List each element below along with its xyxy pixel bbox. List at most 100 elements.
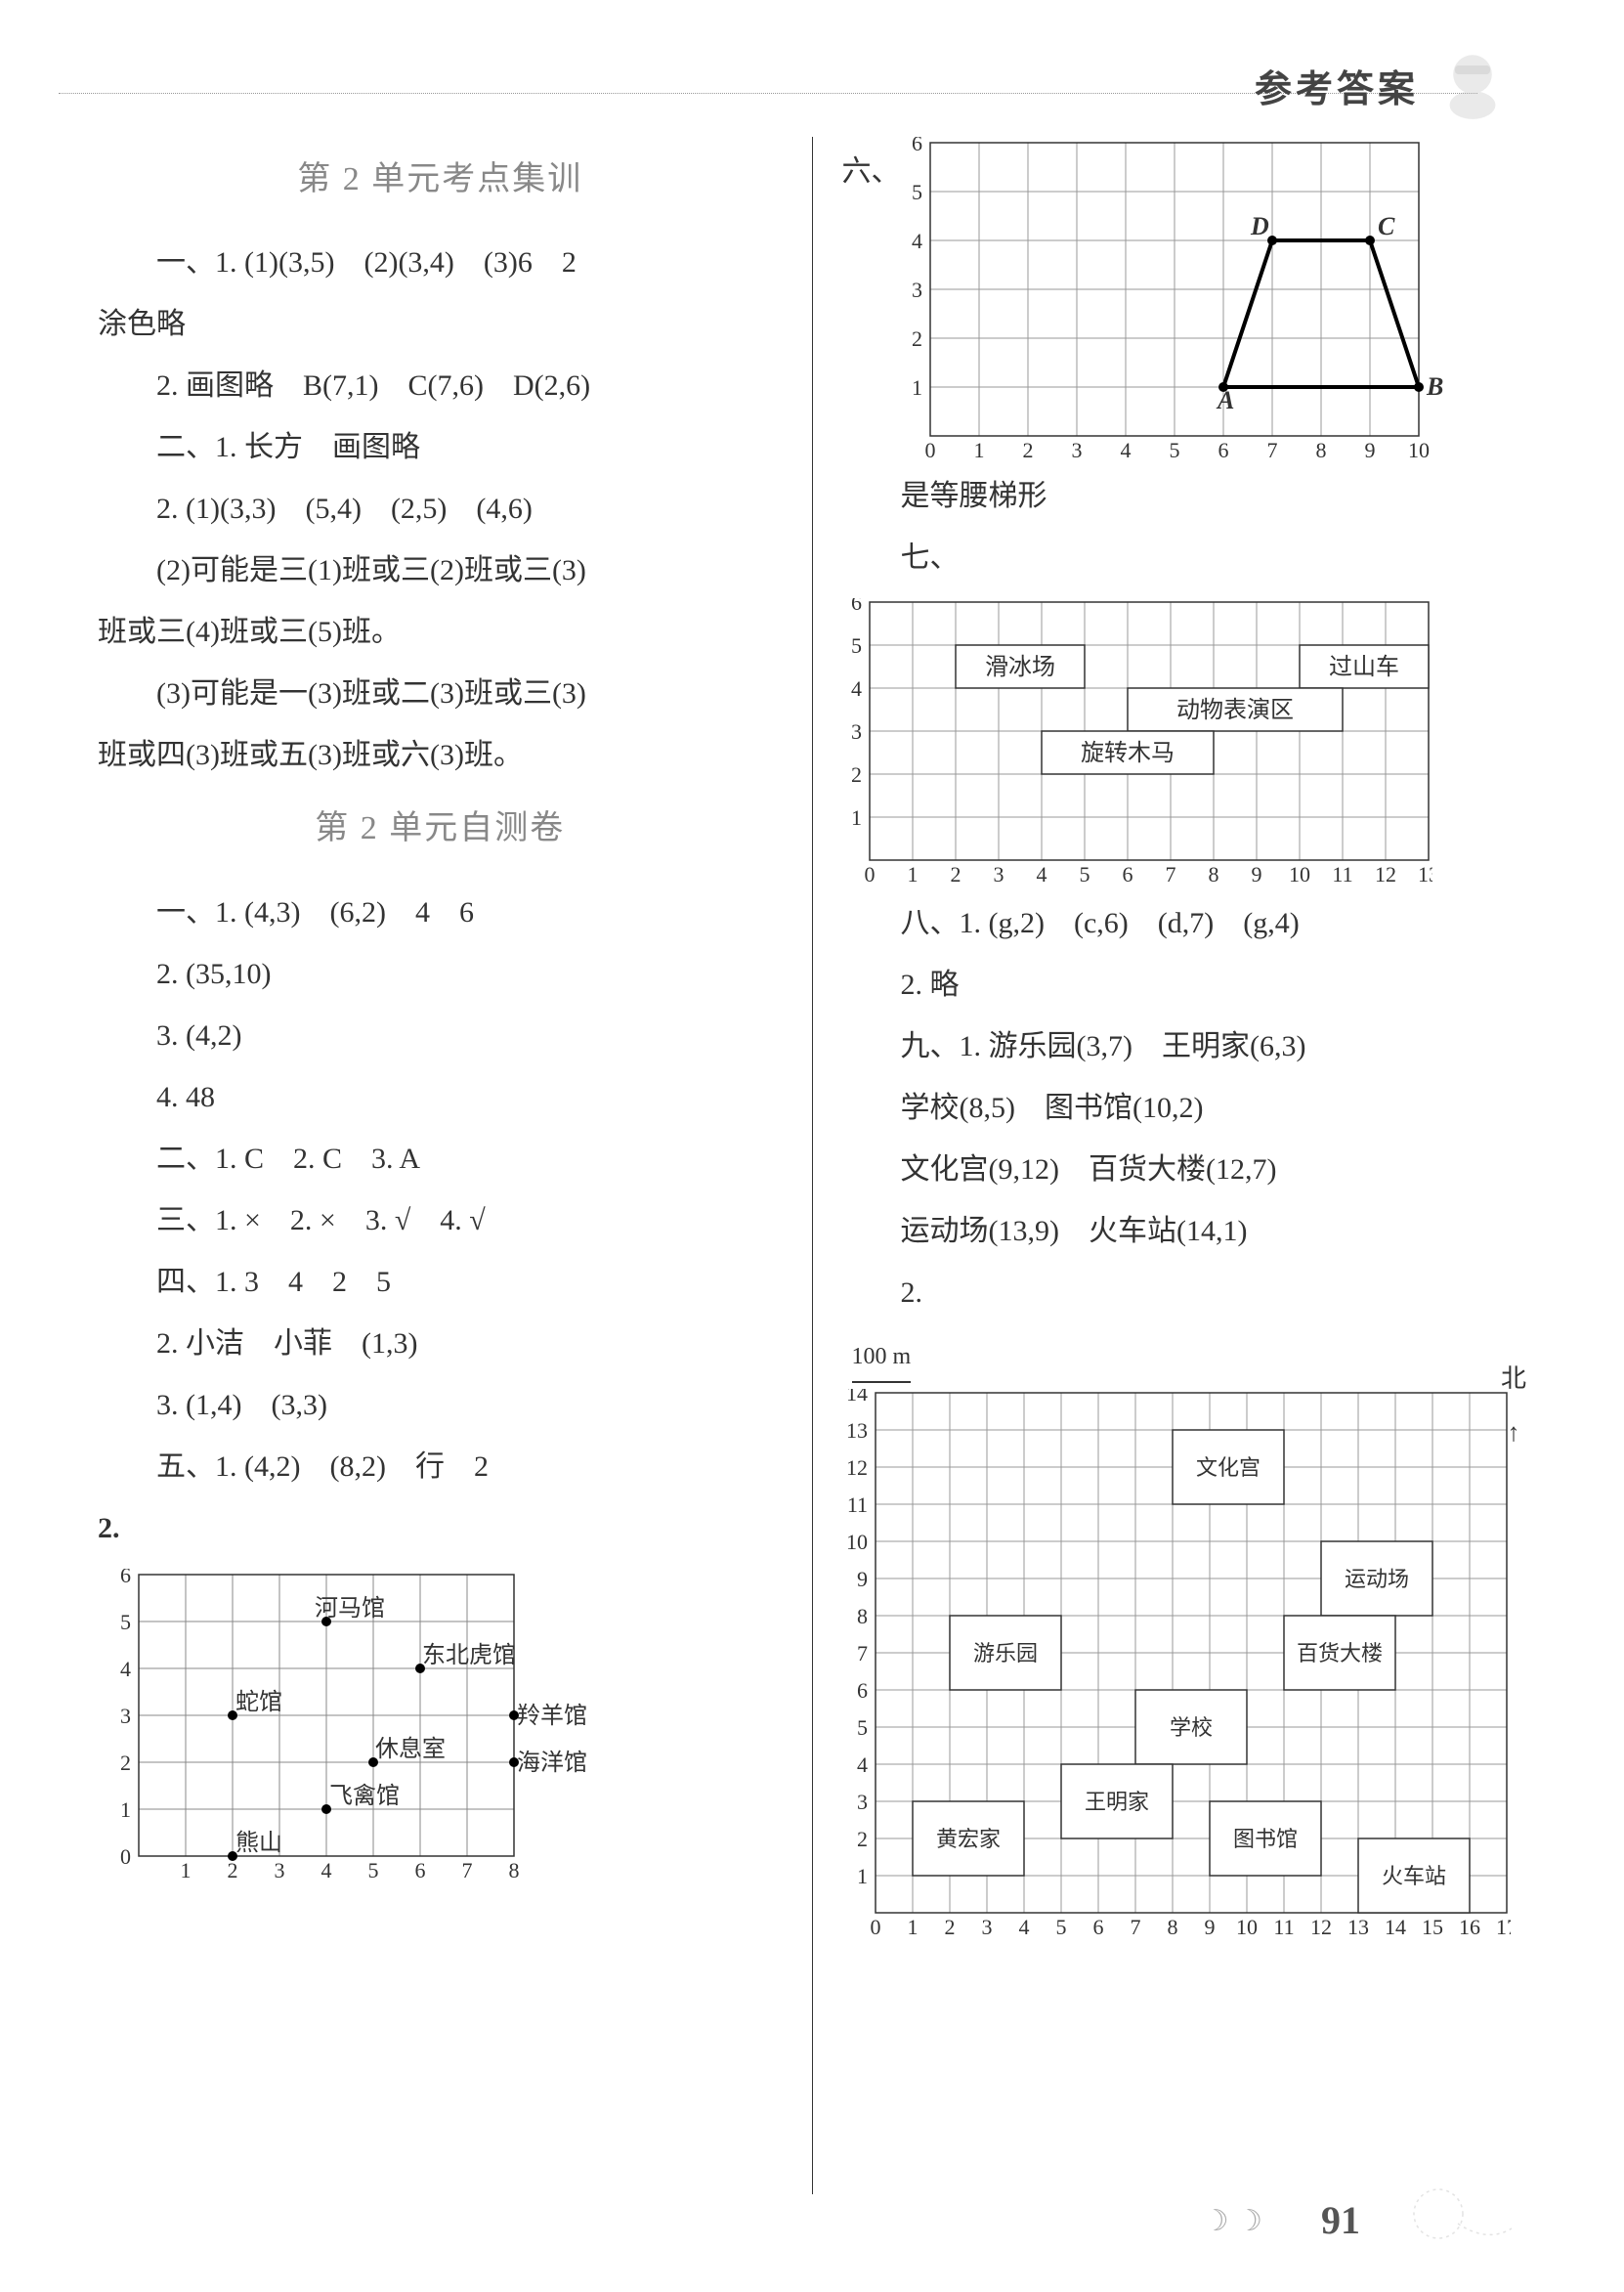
svg-text:2: 2 xyxy=(851,762,862,787)
answer-line: (3)可能是一(3)班或二(3)班或三(3) xyxy=(98,663,783,724)
answer-line: 一、1. (4,3) (6,2) 4 6 xyxy=(98,882,783,943)
answer-line: 3. (1,4) (3,3) xyxy=(98,1374,783,1436)
answer-line: 四、1. 3 4 2 5 xyxy=(98,1251,783,1313)
svg-text:河马馆: 河马馆 xyxy=(315,1595,385,1622)
svg-text:海洋馆: 海洋馆 xyxy=(517,1750,587,1776)
svg-text:7: 7 xyxy=(1165,862,1175,887)
svg-text:10: 10 xyxy=(1408,438,1430,462)
answer-label: 六、 xyxy=(842,137,901,202)
svg-text:7: 7 xyxy=(1130,1915,1140,1939)
svg-text:8: 8 xyxy=(1167,1915,1177,1939)
trapezoid-grid-chart: 012345678910123456ABCD xyxy=(901,137,1448,465)
svg-text:17: 17 xyxy=(1496,1915,1511,1939)
svg-text:3: 3 xyxy=(993,862,1004,887)
moon-icon: ☽ ☽ xyxy=(1203,2204,1262,2238)
svg-text:游乐园: 游乐园 xyxy=(972,1641,1037,1665)
svg-text:14: 14 xyxy=(1385,1915,1406,1939)
answer-line: 2. 画图略 B(7,1) C(7,6) D(2,6) xyxy=(98,355,783,416)
svg-text:2: 2 xyxy=(857,1827,868,1851)
answer-line: 三、1. × 2. × 3. √ 4. √ xyxy=(98,1189,783,1251)
svg-text:1: 1 xyxy=(912,375,922,400)
svg-text:王明家: 王明家 xyxy=(1084,1790,1148,1814)
answer-line: 八、1. (g,2) (c,6) (d,7) (g,4) xyxy=(842,892,1527,954)
answer-line: 二、1. C 2. C 3. A xyxy=(98,1128,783,1189)
answer-label: 2. xyxy=(98,1512,120,1544)
svg-text:4: 4 xyxy=(857,1752,868,1777)
svg-text:11: 11 xyxy=(846,1492,867,1517)
svg-text:0: 0 xyxy=(870,1915,880,1939)
svg-text:4: 4 xyxy=(1120,438,1131,462)
answer-line: 运动场(13,9) 火车站(14,1) xyxy=(842,1200,1527,1262)
svg-text:D: D xyxy=(1250,212,1269,240)
svg-text:0: 0 xyxy=(120,1844,131,1869)
answer-line: 2. xyxy=(98,1497,783,1559)
zoo-grid-chart: 123456780123456河马馆东北虎馆蛇馆羚羊馆休息室海洋馆飞禽馆熊山 xyxy=(107,1569,783,1885)
decorative-swirl-icon xyxy=(1399,2184,1517,2253)
svg-text:12: 12 xyxy=(846,1455,868,1480)
svg-text:5: 5 xyxy=(120,1610,131,1634)
svg-text:10: 10 xyxy=(1236,1915,1258,1939)
svg-text:蛇馆: 蛇馆 xyxy=(235,1689,282,1715)
answer-line: (2)可能是三(1)班或三(2)班或三(3) xyxy=(98,540,783,601)
answer-line: 五、1. (4,2) (8,2) 行 2 xyxy=(98,1436,783,1497)
svg-text:图书馆: 图书馆 xyxy=(1232,1827,1297,1851)
svg-text:5: 5 xyxy=(857,1715,868,1740)
svg-text:4: 4 xyxy=(321,1858,332,1882)
svg-text:飞禽馆: 飞禽馆 xyxy=(329,1783,400,1809)
answer-line: 文化宫(9,12) 百货大楼(12,7) xyxy=(842,1139,1527,1200)
svg-text:8: 8 xyxy=(1208,862,1218,887)
svg-text:B: B xyxy=(1426,372,1443,401)
svg-text:滑冰场: 滑冰场 xyxy=(985,654,1055,680)
section-title-1: 第 2 单元考点集训 xyxy=(98,145,783,214)
page-number: 91 xyxy=(1321,2197,1360,2243)
svg-text:8: 8 xyxy=(1315,438,1326,462)
svg-text:9: 9 xyxy=(1204,1915,1215,1939)
svg-text:学校: 学校 xyxy=(1169,1715,1212,1740)
svg-text:羚羊馆: 羚羊馆 xyxy=(517,1703,587,1729)
svg-text:8: 8 xyxy=(857,1604,868,1628)
svg-text:运动场: 运动场 xyxy=(1344,1567,1408,1591)
svg-text:13: 13 xyxy=(1418,862,1432,887)
svg-text:熊山: 熊山 xyxy=(235,1830,282,1856)
answer-line: 一、1. (1)(3,5) (2)(3,4) (3)6 2 xyxy=(98,232,783,293)
svg-text:6: 6 xyxy=(1218,438,1228,462)
svg-text:6: 6 xyxy=(1122,862,1133,887)
svg-text:12: 12 xyxy=(1375,862,1396,887)
svg-text:火车站: 火车站 xyxy=(1381,1864,1445,1888)
svg-text:3: 3 xyxy=(912,278,922,302)
svg-text:3: 3 xyxy=(120,1704,131,1728)
svg-text:1: 1 xyxy=(907,862,918,887)
answer-line: 2. (1)(3,3) (5,4) (2,5) (4,6) xyxy=(98,478,783,540)
svg-text:14: 14 xyxy=(846,1389,868,1405)
right-column: 六、 012345678910123456ABCD 是等腰梯形 七、 01234… xyxy=(842,137,1527,2194)
svg-text:6: 6 xyxy=(120,1569,131,1587)
svg-text:11: 11 xyxy=(1332,862,1352,887)
svg-text:旋转木马: 旋转木马 xyxy=(1081,740,1175,766)
svg-text:8: 8 xyxy=(509,1858,520,1882)
answer-line: 九、1. 游乐园(3,7) 王明家(6,3) xyxy=(842,1016,1527,1077)
svg-text:1: 1 xyxy=(120,1797,131,1822)
svg-text:C: C xyxy=(1378,212,1395,240)
svg-text:1: 1 xyxy=(973,438,984,462)
svg-text:7: 7 xyxy=(857,1641,868,1665)
svg-text:4: 4 xyxy=(851,676,862,701)
answer-line: 4. 48 xyxy=(98,1066,783,1128)
svg-text:2: 2 xyxy=(1022,438,1033,462)
svg-text:2: 2 xyxy=(228,1858,238,1882)
city-grid-chart: 0123456789101112131415161712345678910111… xyxy=(842,1389,1527,1940)
svg-text:1: 1 xyxy=(857,1864,868,1888)
svg-text:6: 6 xyxy=(415,1858,426,1882)
answer-line: 2. (35,10) xyxy=(98,943,783,1005)
svg-text:A: A xyxy=(1216,386,1234,414)
svg-text:16: 16 xyxy=(1459,1915,1480,1939)
answer-line: 是等腰梯形 xyxy=(842,465,1527,527)
svg-text:0: 0 xyxy=(924,438,935,462)
svg-text:5: 5 xyxy=(1079,862,1090,887)
svg-text:7: 7 xyxy=(462,1858,473,1882)
svg-text:4: 4 xyxy=(120,1657,131,1681)
answer-line: 七、 xyxy=(842,527,1527,588)
answer-line: 2. 略 xyxy=(842,954,1527,1016)
svg-text:6: 6 xyxy=(857,1678,868,1703)
svg-text:4: 4 xyxy=(912,229,922,253)
svg-text:5: 5 xyxy=(912,180,922,204)
